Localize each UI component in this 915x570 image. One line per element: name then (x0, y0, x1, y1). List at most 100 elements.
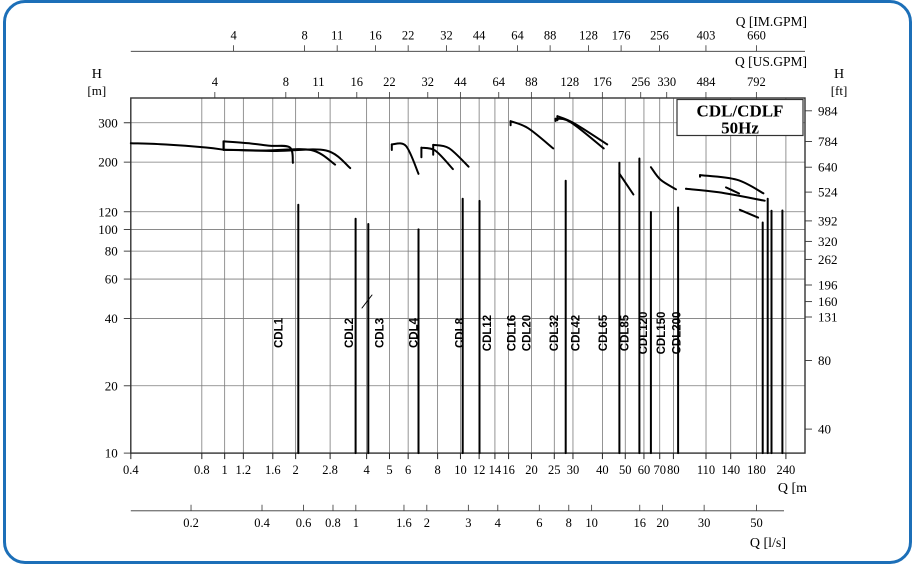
svg-text:0.4: 0.4 (123, 463, 139, 477)
svg-text:11: 11 (331, 28, 343, 42)
svg-text:8: 8 (283, 75, 289, 89)
svg-text:20: 20 (656, 516, 669, 530)
svg-text:2: 2 (293, 463, 299, 477)
svg-text:6: 6 (536, 516, 542, 530)
svg-text:88: 88 (525, 75, 538, 89)
svg-text:0.8: 0.8 (194, 463, 210, 477)
svg-text:CDL8: CDL8 (454, 317, 466, 348)
svg-text:Q [m: Q [m (778, 481, 807, 496)
svg-text:44: 44 (454, 75, 467, 89)
svg-text:80: 80 (818, 353, 831, 368)
svg-text:120: 120 (98, 204, 118, 219)
svg-text:330: 330 (657, 75, 676, 89)
svg-text:64: 64 (493, 75, 506, 89)
svg-text:196: 196 (818, 278, 838, 293)
svg-text:60: 60 (638, 463, 651, 477)
svg-text:CDL1: CDL1 (274, 317, 286, 348)
svg-text:CDL32: CDL32 (549, 315, 561, 351)
svg-text:16: 16 (351, 75, 364, 89)
svg-text:320: 320 (818, 234, 838, 249)
svg-text:240: 240 (777, 463, 796, 477)
svg-text:403: 403 (697, 28, 716, 42)
svg-text:25: 25 (548, 463, 561, 477)
svg-text:40: 40 (596, 463, 609, 477)
svg-text:4: 4 (495, 516, 502, 530)
svg-text:20: 20 (525, 463, 538, 477)
svg-text:2.8: 2.8 (322, 463, 338, 477)
svg-text:CDL65: CDL65 (598, 314, 610, 351)
svg-text:784: 784 (818, 134, 838, 149)
svg-text:0.2: 0.2 (183, 516, 199, 530)
svg-text:0.4: 0.4 (254, 516, 270, 530)
svg-text:Q [US.GPM]: Q [US.GPM] (735, 54, 807, 69)
svg-text:0.8: 0.8 (325, 516, 341, 530)
svg-text:100: 100 (98, 222, 118, 237)
svg-text:984: 984 (818, 103, 838, 118)
svg-text:640: 640 (818, 160, 838, 175)
svg-text:32: 32 (440, 28, 453, 42)
svg-text:10: 10 (105, 446, 118, 461)
svg-text:32: 32 (422, 75, 435, 89)
svg-text:60: 60 (105, 272, 118, 287)
svg-text:262: 262 (818, 252, 838, 267)
svg-text:16: 16 (502, 463, 515, 477)
svg-text:128: 128 (560, 75, 579, 89)
svg-text:44: 44 (473, 28, 486, 42)
svg-text:11: 11 (312, 75, 324, 89)
svg-text:16: 16 (634, 516, 647, 530)
svg-text:3: 3 (465, 516, 471, 530)
svg-text:88: 88 (544, 28, 557, 42)
svg-text:10: 10 (454, 463, 467, 477)
svg-text:392: 392 (818, 213, 838, 228)
svg-text:4: 4 (212, 75, 219, 89)
svg-text:6: 6 (405, 463, 411, 477)
svg-text:30: 30 (567, 463, 580, 477)
svg-text:256: 256 (650, 28, 669, 42)
svg-text:70: 70 (653, 463, 666, 477)
svg-text:CDL200: CDL200 (672, 312, 684, 355)
svg-text:660: 660 (747, 28, 766, 42)
svg-text:20: 20 (105, 378, 118, 393)
svg-text:CDL3: CDL3 (375, 318, 387, 348)
svg-text:[m]: [m] (87, 83, 106, 98)
svg-text:64: 64 (511, 28, 524, 42)
svg-text:1.6: 1.6 (265, 463, 281, 477)
svg-text:200: 200 (98, 155, 118, 170)
svg-text:22: 22 (402, 28, 415, 42)
svg-text:8: 8 (566, 516, 572, 530)
svg-text:80: 80 (667, 463, 680, 477)
svg-text:14: 14 (489, 463, 502, 477)
svg-text:110: 110 (697, 463, 715, 477)
svg-text:12: 12 (473, 463, 486, 477)
svg-text:50Hz: 50Hz (721, 119, 759, 138)
svg-text:16: 16 (369, 28, 382, 42)
svg-text:484: 484 (697, 75, 717, 89)
svg-text:30: 30 (698, 516, 711, 530)
svg-text:CDL20: CDL20 (522, 315, 534, 351)
svg-text:50: 50 (619, 463, 632, 477)
svg-text:80: 80 (105, 244, 118, 259)
svg-text:CDL120: CDL120 (638, 312, 650, 355)
svg-text:8: 8 (434, 463, 440, 477)
svg-text:5: 5 (386, 463, 392, 477)
svg-text:792: 792 (747, 75, 766, 89)
svg-text:10: 10 (585, 516, 598, 530)
svg-text:CDL16: CDL16 (506, 315, 518, 351)
svg-text:CDL2: CDL2 (344, 318, 356, 348)
svg-text:0.6: 0.6 (296, 516, 312, 530)
svg-text:CDL12: CDL12 (482, 315, 494, 351)
svg-text:CDL150: CDL150 (656, 312, 668, 355)
svg-text:1.6: 1.6 (396, 516, 412, 530)
svg-text:H: H (92, 67, 102, 82)
svg-text:8: 8 (301, 28, 307, 42)
svg-text:180: 180 (747, 463, 766, 477)
svg-text:22: 22 (383, 75, 396, 89)
svg-text:[ft]: [ft] (831, 83, 848, 98)
svg-text:4: 4 (364, 463, 371, 477)
svg-text:524: 524 (818, 185, 838, 200)
svg-text:50: 50 (750, 516, 763, 530)
svg-text:176: 176 (612, 28, 631, 42)
svg-text:CDL85: CDL85 (620, 314, 632, 351)
svg-text:176: 176 (593, 75, 612, 89)
svg-text:40: 40 (105, 311, 118, 326)
